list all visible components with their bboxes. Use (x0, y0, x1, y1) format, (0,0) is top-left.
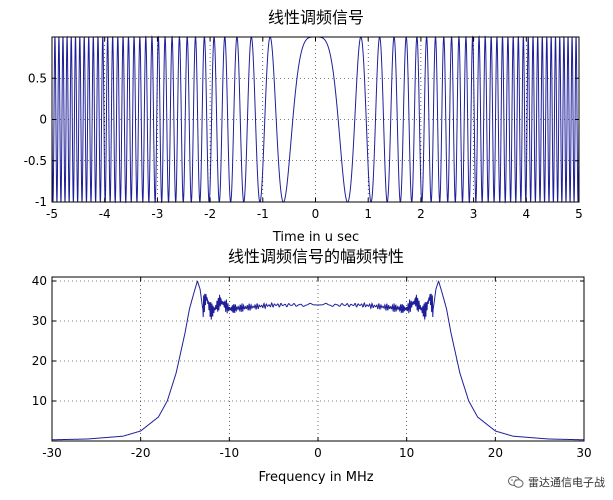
chart-1-y-tick-label: -1 (35, 195, 47, 209)
chart-2-x-tick-label: 30 (576, 446, 591, 460)
chart-2-x-tick-label: -20 (131, 446, 151, 460)
chart-2-y-tick-label: 30 (32, 314, 47, 328)
chart-1-x-tick-label: 3 (470, 207, 478, 221)
watermark-text: 雷达通信电子战 (528, 476, 605, 489)
chart-1-y-tick-label: 0.5 (28, 71, 47, 85)
chart-1-x-ticks: -5 -4 -3 -2 -1 0 1 2 3 4 5 (46, 37, 583, 221)
chart-2-x-tick-label: 10 (399, 446, 414, 460)
wechat-icon (508, 476, 524, 488)
chart-1-x-tick-label: -4 (99, 207, 111, 221)
chart-1-title: 线性调频信号 (268, 8, 364, 27)
chart-1-x-tick-label: -3 (151, 207, 163, 221)
chart-1-xlabel: Time in u sec (272, 230, 359, 245)
chart-2-series-line (51, 280, 585, 441)
chart-1-y-tick-label: 0 (39, 113, 47, 127)
chart-2: 线性调频信号的幅频特性 -30 -20 -10 0 10 20 30 10 20 30 40 Fr… (32, 247, 592, 485)
chart-1-x-tick-label: 4 (522, 207, 530, 221)
chart-1-y-ticks: -1 -0.5 0 0.5 (24, 71, 579, 209)
chart-2-x-tick-label: -30 (42, 446, 62, 460)
chart-2-title: 线性调频信号的幅频特性 (228, 247, 404, 266)
chart-2-y-tick-label: 20 (32, 354, 47, 368)
chart-1-x-tick-label: -1 (257, 207, 269, 221)
chart-2-y-ticks: 10 20 30 40 (32, 274, 584, 408)
chart-1: 线性调频信号 -5 -4 -3 -2 -1 0 1 2 3 4 5 -1 -0.5 0 0.5 Time … (24, 8, 583, 245)
chart-1-x-tick-label: 5 (575, 207, 583, 221)
chart-2-x-tick-label: 20 (488, 446, 503, 460)
chart-2-xlabel: Frequency in MHz (258, 470, 373, 485)
chart-1-y-tick-label: -0.5 (24, 154, 47, 168)
chart-2-x-ticks: -30 -20 -10 0 10 20 30 (42, 277, 592, 460)
chart-2-y-tick-label: 40 (32, 274, 47, 288)
chart-2-y-tick-label: 10 (32, 394, 47, 408)
chart-1-x-tick-label: -5 (46, 207, 58, 221)
chart-1-x-tick-label: 1 (364, 207, 372, 221)
chart-1-x-tick-label: -2 (204, 207, 216, 221)
chart-1-x-tick-label: 2 (417, 207, 425, 221)
watermark: 雷达通信电子战 (508, 474, 605, 490)
chart-2-x-tick-label: 0 (314, 446, 322, 460)
chart-2-grid (51, 277, 585, 441)
chart-1-x-tick-label: 0 (312, 207, 320, 221)
chart-2-x-tick-label: -10 (220, 446, 240, 460)
